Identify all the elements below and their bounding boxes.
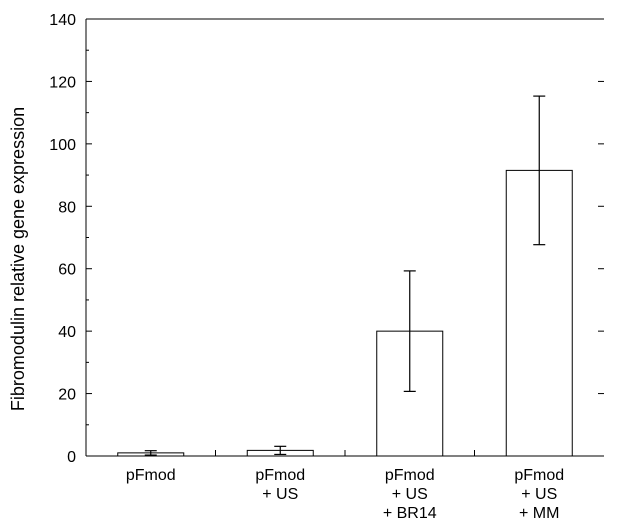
bar bbox=[376, 330, 444, 457]
y-tick-label: 60 bbox=[58, 262, 76, 279]
x-tick-label: pFmod + US bbox=[255, 467, 305, 503]
x-tick-label-line: pFmod bbox=[126, 467, 176, 484]
plot-area: 0 20 40 60 80 100 120 140 pFmod pFmod + US pFmod + U… bbox=[49, 12, 604, 522]
x-tick-label-line: + US bbox=[262, 486, 298, 503]
x-tick-label-line: + US bbox=[521, 486, 557, 503]
x-tick-label: pFmod + US + MM bbox=[514, 467, 564, 522]
y-tick-label: 100 bbox=[49, 137, 76, 154]
y-tick-label: 0 bbox=[67, 449, 76, 466]
x-tick-label-line: + BR14 bbox=[383, 505, 437, 522]
x-tick-label-line: pFmod bbox=[514, 467, 564, 484]
x-tick-label: pFmod bbox=[126, 467, 176, 484]
x-tick-label-line: + MM bbox=[519, 505, 559, 522]
y-tick-label: 20 bbox=[58, 387, 76, 404]
y-tick-label: 40 bbox=[58, 324, 76, 341]
x-tick-label: pFmod + US + BR14 bbox=[383, 467, 437, 522]
x-tick-label-line: + US bbox=[392, 486, 428, 503]
x-tick-label-line: pFmod bbox=[255, 467, 305, 484]
y-tick-label: 140 bbox=[49, 12, 76, 29]
y-tick-label: 120 bbox=[49, 74, 76, 91]
y-tick-label: 80 bbox=[58, 199, 76, 216]
x-tick-label-line: pFmod bbox=[385, 467, 435, 484]
y-axis-label: Fibromodulin relative gene expression bbox=[8, 107, 28, 411]
